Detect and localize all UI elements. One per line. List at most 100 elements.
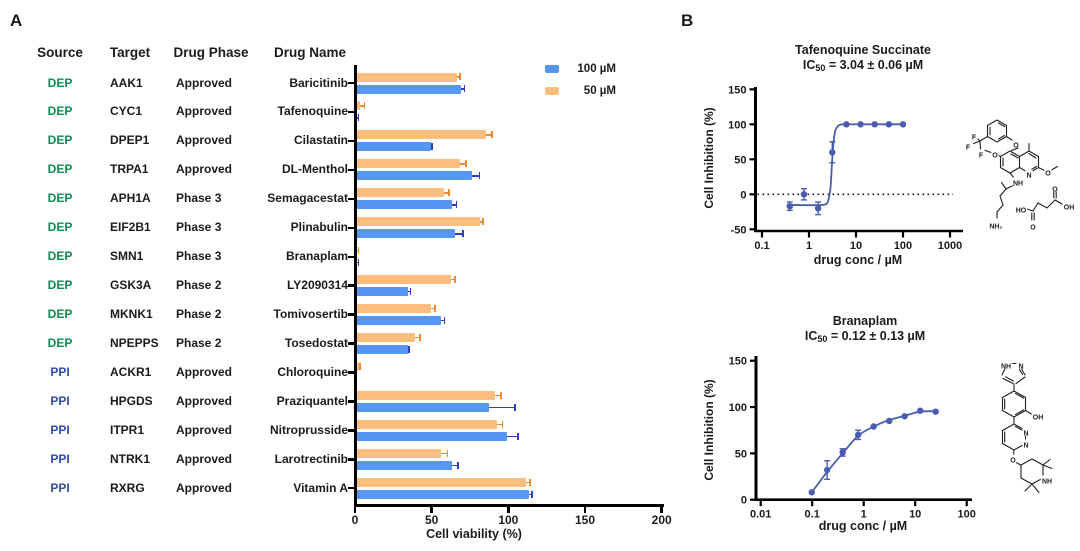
data-point — [843, 121, 850, 128]
data-point — [854, 431, 862, 439]
error-bar-stem — [525, 481, 531, 484]
column-header-drug-name: Drug Name — [273, 45, 346, 60]
bar-50um — [355, 390, 496, 400]
x-tick-label: 10 — [850, 240, 862, 252]
x-tick-label: 200 — [651, 513, 672, 527]
panel-b-label: B — [681, 11, 694, 30]
x-tick-label: 10 — [909, 509, 921, 521]
cell-target: ITPR1 — [110, 422, 145, 437]
data-point — [870, 423, 877, 430]
category-tick — [347, 458, 354, 461]
error-bar-stem — [441, 452, 448, 455]
dose-response-chart-tafenoquine: -50 0 50 100 150 0.1 1 10 100 1000 Cell Inhibition… — [702, 84, 963, 267]
y-tick-label: 50 — [735, 448, 747, 460]
cell-drug-phase: Phase 2 — [176, 307, 222, 322]
error-bar-cap — [357, 114, 360, 122]
y-tick-label: 150 — [729, 356, 747, 368]
error-bar-cap — [409, 288, 412, 296]
panel-a-label: A — [10, 11, 23, 30]
cell-drug-phase: Approved — [176, 451, 233, 466]
bar-chart-y-axis — [353, 65, 357, 506]
error-bar-cap — [531, 490, 533, 498]
cell-source: DEP — [47, 191, 73, 206]
category-tick — [347, 197, 354, 200]
atom-label: N — [1026, 173, 1031, 180]
error-bar-cap — [457, 461, 460, 469]
x-tick-label: 50 — [424, 513, 439, 527]
cell-target: ACKR1 — [110, 365, 152, 379]
atom-label: NH₂ — [989, 224, 1002, 231]
error-bar-stem — [485, 134, 492, 136]
x-tick — [430, 506, 433, 513]
category-tick — [347, 81, 354, 85]
error-bar-cap — [458, 73, 461, 81]
cell-target: EIF2B1 — [110, 220, 151, 235]
bar-50um — [355, 333, 416, 343]
cell-source: DEP — [47, 307, 73, 322]
column-header-source: Source — [37, 45, 83, 60]
cell-drug-name: DL-Menthol — [282, 162, 348, 177]
cell-drug-phase: Phase 3 — [176, 191, 222, 206]
cell-drug-name: Semagacestat — [267, 191, 348, 206]
cell-drug-phase: Approved — [176, 75, 233, 90]
bar-100um — [355, 402, 489, 412]
cell-drug-name: Nitroprusside — [269, 422, 348, 437]
cell-drug-name: Larotrectinib — [274, 451, 348, 466]
bar-100um — [355, 142, 431, 152]
error-bar-cap — [431, 143, 433, 151]
atom-label: HO — [1016, 208, 1027, 215]
cell-drug-phase: Approved — [176, 393, 233, 408]
error-bar-stem — [407, 290, 411, 293]
error-bar-cap — [481, 218, 484, 226]
error-bar-stem — [455, 232, 463, 235]
atom-label: NH — [1001, 364, 1011, 371]
error-bar-stem — [459, 163, 466, 165]
tafenoquine-ic50-text: IC50 = 3.04 ± 0.06 µM — [802, 58, 924, 73]
x-tick-label: 1 — [861, 509, 867, 521]
bar-50um — [355, 362, 359, 371]
category-tick — [347, 168, 354, 172]
y-tick-label: 100 — [729, 402, 747, 414]
y-axis-label: Cell Inhibition (%) — [702, 107, 716, 208]
error-bar-cap — [478, 172, 481, 180]
data-point — [800, 191, 808, 198]
cell-source: PPI — [50, 480, 70, 495]
bar-50um — [355, 188, 445, 198]
cell-source: PPI — [50, 365, 70, 379]
branaplam-chart-title: Branaplam — [832, 314, 898, 328]
x-tick-label: 100 — [958, 509, 976, 521]
error-bar-cap — [434, 305, 437, 312]
cell-drug-name: Branaplam — [285, 249, 348, 264]
category-tick — [347, 342, 354, 345]
x-tick-label: 0.1 — [805, 509, 820, 521]
atom-label: O — [1045, 171, 1051, 178]
error-bar-stem — [360, 105, 365, 107]
bar-chart-x-axis-label: Cell viability (%) — [426, 527, 522, 541]
tafenoquine-chart-title: Tafenoquine Succinate — [795, 43, 931, 57]
error-bar-stem — [450, 278, 456, 281]
error-bar-stem — [452, 204, 457, 206]
data-point — [916, 407, 924, 414]
x-tick-label: 150 — [574, 513, 595, 527]
data-point — [857, 121, 864, 128]
cell-source: DEP — [47, 336, 73, 351]
category-tick — [347, 313, 354, 316]
y-tick-label: 0 — [741, 495, 747, 507]
category-tick — [347, 255, 354, 258]
y-tick-label: 150 — [728, 84, 746, 96]
bar-50um — [355, 130, 486, 140]
cell-target: MKNK1 — [110, 307, 153, 322]
atom-label: OH — [1064, 205, 1075, 212]
error-bar-cap — [357, 247, 360, 255]
x-tick-label: 1 — [806, 240, 812, 252]
cell-drug-phase: Approved — [176, 365, 233, 379]
bar-50um — [355, 448, 442, 458]
error-bar-cap — [419, 333, 421, 341]
error-bar-stem — [415, 336, 420, 339]
data-point — [886, 417, 893, 425]
cell-target: DPEP1 — [110, 133, 150, 148]
data-point — [871, 121, 878, 128]
cell-drug-name: Plinabulin — [290, 220, 348, 235]
cell-drug-phase: Phase 3 — [176, 220, 222, 235]
